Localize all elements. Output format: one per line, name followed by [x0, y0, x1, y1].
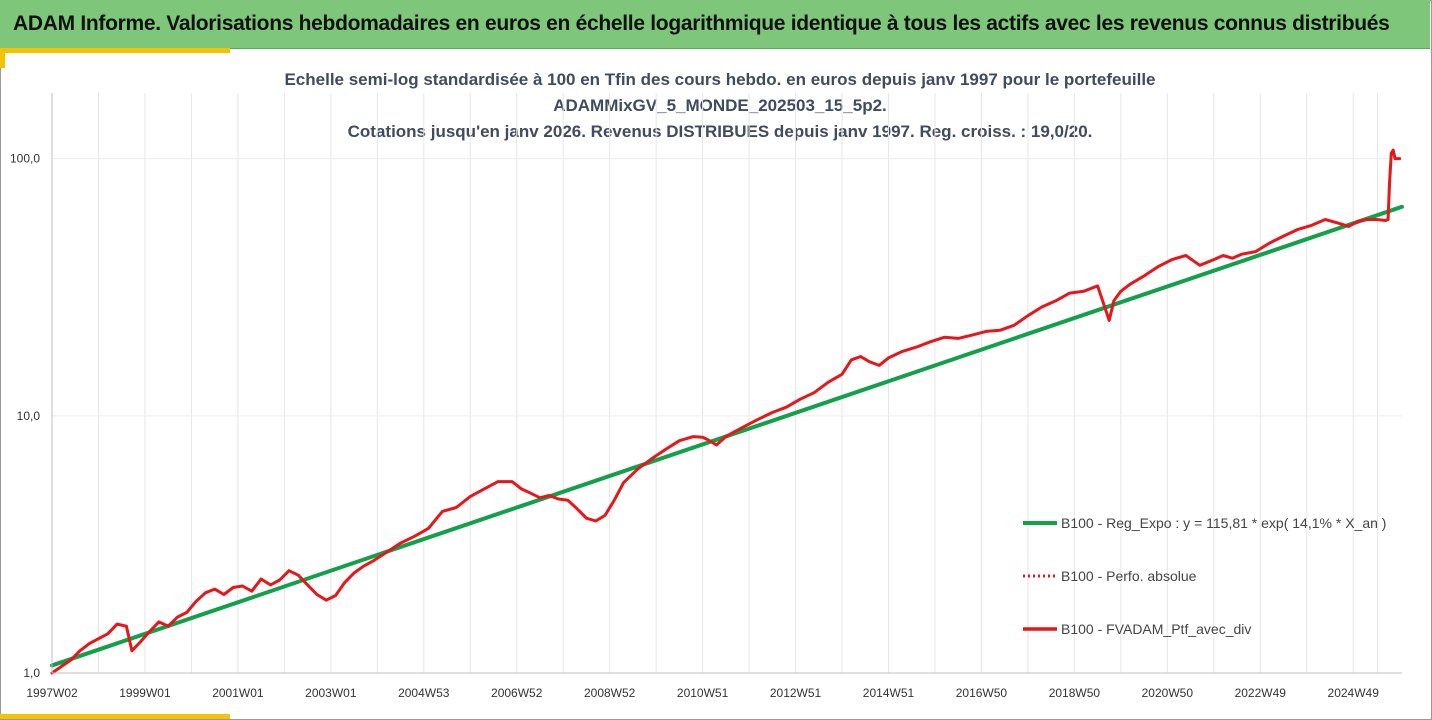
portfolio-line [50, 148, 1402, 675]
x-tick-label: 2020W50 [1142, 686, 1194, 700]
x-tick-label: 2010W51 [677, 686, 729, 700]
legend-perfo-absolue-label: B100 - Perfo. absolue [1061, 568, 1197, 584]
header-banner: ADAM Informe. Valorisations hebdomadaire… [0, 0, 1430, 49]
x-tick-label: 2006W52 [491, 686, 543, 700]
y-tick-label: 10,0 [17, 409, 41, 423]
x-tick-label: 2014W51 [863, 686, 915, 700]
report-title: ADAM Informe. Valorisations hebdomadaire… [13, 12, 1390, 35]
x-tick-label: 2024W49 [1328, 686, 1380, 700]
x-tick-label: 2001W01 [212, 686, 264, 700]
legend-regression-label: B100 - Reg_Expo : y = 115,81 * exp( 14,1… [1061, 515, 1386, 531]
accent-bar-left [0, 48, 5, 68]
chart-title-line-2: ADAMMixGV_5_MONDE_202503_15_5p2. [553, 96, 887, 115]
x-tick-label: 2018W50 [1049, 686, 1101, 700]
x-tick-label: 2003W01 [305, 686, 357, 700]
x-tick-label: 2012W51 [770, 686, 822, 700]
y-tick-label: 100,0 [10, 152, 40, 166]
x-tick-label: 1999W01 [119, 686, 171, 700]
x-tick-label: 2016W50 [956, 686, 1008, 700]
chart-title-line-1: Echelle semi-log standardisée à 100 en T… [284, 70, 1156, 89]
x-tick-label: 2008W52 [584, 686, 636, 700]
x-tick-label: 2004W53 [398, 686, 450, 700]
accent-bar-top [0, 48, 230, 53]
x-tick-label: 1997W02 [26, 686, 78, 700]
y-tick-label: 1,0 [23, 666, 40, 680]
chart-title-line-3: Cotations jusqu'en janv 2026. Revenus DI… [347, 122, 1093, 141]
legend-ptf-avec-div-label: B100 - FVADAM_Ptf_avec_div [1061, 621, 1251, 637]
x-tick-label: 2022W49 [1235, 686, 1287, 700]
accent-bar-bottom [0, 714, 230, 719]
